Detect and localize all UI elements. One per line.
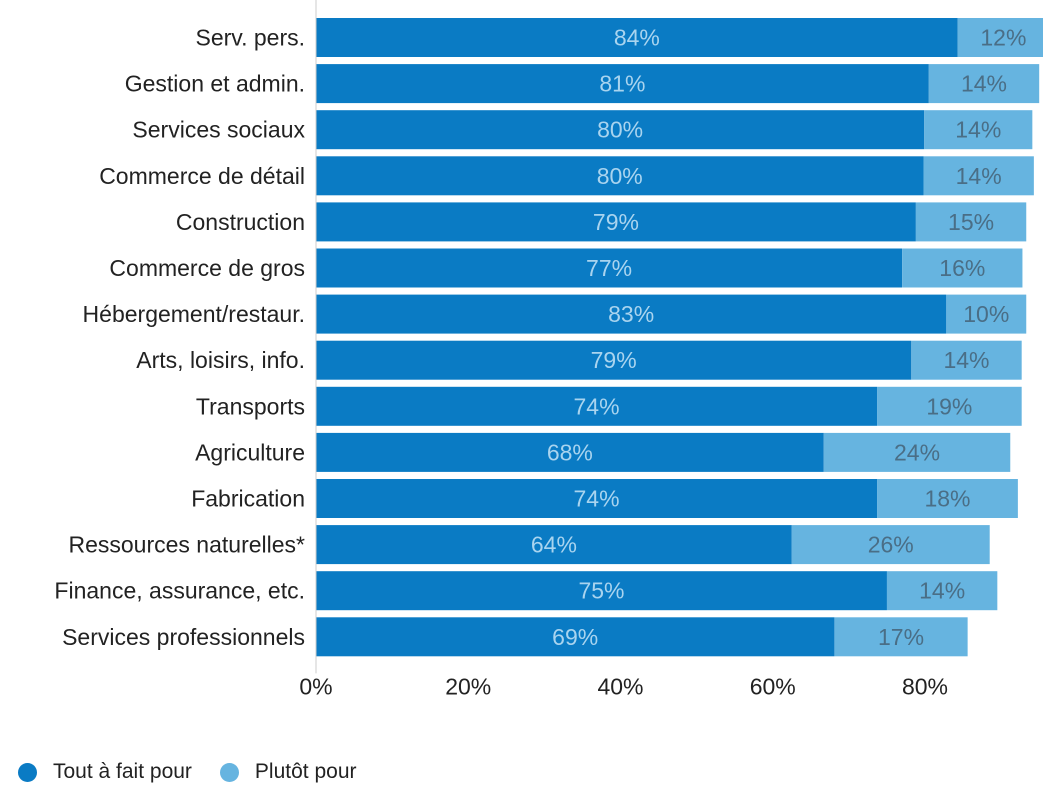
data-label-series-1: 74%	[573, 393, 619, 419]
bar-segment-series-2	[957, 18, 1043, 57]
bar-segment-series-2	[915, 202, 1027, 242]
data-label-series-1: 77%	[586, 255, 632, 281]
data-label-series-1: 84%	[614, 25, 660, 51]
bar-segment-series-1	[316, 340, 912, 380]
data-label-series-2: 15%	[948, 209, 994, 235]
bar-segment-series-1	[316, 617, 835, 657]
category-label: Agriculture	[195, 439, 305, 465]
data-label-series-2: 10%	[963, 301, 1009, 327]
bar-segment-series-2	[923, 156, 1034, 196]
legend-label-series-2: Plutôt pour	[254, 760, 357, 783]
x-tick-label: 20%	[445, 673, 491, 699]
category-label: Commerce de gros	[109, 255, 305, 281]
category-label: Serv. pers.	[196, 25, 306, 51]
data-label-series-2: 12%	[980, 25, 1026, 51]
data-label-series-2: 17%	[878, 624, 924, 650]
bar-segment-series-1	[316, 248, 903, 288]
bar-segment-series-1	[316, 479, 878, 518]
bar-segment-series-2	[877, 479, 1018, 518]
category-label: Hébergement/restaur.	[83, 301, 305, 327]
legend-item-series-1[interactable]: Tout à fait pour	[18, 760, 192, 784]
category-label: Construction	[176, 209, 305, 235]
data-label-series-2: 18%	[924, 486, 970, 512]
stacked-bar-chart: 84% 12% 81% 14% 80% 14% 80% 14% 79% 15% 77% 16% 83% 1…	[54, 0, 1043, 699]
data-label-series-2: 14%	[943, 347, 989, 373]
category-label: Fabrication	[191, 486, 305, 512]
bar-segment-series-2	[823, 432, 1011, 472]
data-label-series-1: 80%	[597, 117, 643, 143]
bar-segment-series-1	[316, 202, 916, 242]
data-label-series-1: 75%	[578, 578, 624, 604]
bar-segment-series-1	[316, 386, 878, 426]
data-label-series-1: 79%	[593, 209, 639, 235]
data-label-series-2: 19%	[926, 393, 972, 419]
data-label-series-2: 14%	[919, 578, 965, 604]
x-tick-label: 60%	[750, 673, 796, 699]
bar-segment-series-2	[877, 386, 1022, 426]
bar-segment-series-1	[316, 294, 947, 334]
bar-segment-series-2	[902, 248, 1023, 288]
category-label: Transports	[196, 393, 305, 419]
data-label-series-2: 14%	[961, 71, 1007, 97]
x-tick-labels: 0% 20% 40% 60% 80%	[299, 673, 948, 699]
legend: Tout à fait pour Plutôt pour	[18, 760, 385, 784]
bar-segment-series-2	[911, 340, 1022, 380]
data-label-series-1: 68%	[547, 439, 593, 465]
bar-segment-series-2	[924, 110, 1033, 150]
x-tick-label: 80%	[902, 673, 948, 699]
bar-segment-series-2	[886, 571, 998, 611]
bar-segment-series-1	[316, 110, 925, 150]
bars-group: 84% 12% 81% 14% 80% 14% 80% 14% 79% 15% 77% 16% 83% 1…	[316, 18, 1043, 657]
data-label-series-1: 80%	[597, 163, 643, 189]
bar-segment-series-1	[316, 156, 924, 196]
category-label: Services sociaux	[132, 117, 305, 143]
bar-segment-series-2	[946, 294, 1027, 334]
legend-swatch-series-1	[18, 762, 37, 782]
data-label-series-2: 14%	[955, 117, 1001, 143]
category-label: Ressources naturelles*	[68, 532, 305, 558]
data-label-series-2: 24%	[894, 439, 940, 465]
x-tick-label: 0%	[299, 673, 332, 699]
category-label: Services professionnels	[62, 624, 305, 650]
legend-swatch-series-2	[219, 762, 239, 782]
data-label-series-2: 26%	[868, 532, 914, 558]
bar-segment-series-1	[316, 64, 929, 104]
data-label-series-1: 83%	[608, 301, 654, 327]
data-label-series-1: 69%	[552, 624, 598, 650]
category-labels: Serv. pers. Gestion et admin. Services soc…	[54, 25, 305, 650]
bar-segment-series-2	[928, 64, 1040, 104]
legend-item-series-2[interactable]: Plutôt pour	[219, 760, 357, 784]
x-tick-label: 40%	[597, 673, 643, 699]
category-label: Gestion et admin.	[125, 71, 305, 97]
legend-label-series-1: Tout à fait pour	[53, 760, 192, 783]
bar-segment-series-2	[791, 525, 990, 565]
bar-segment-series-1	[316, 432, 824, 472]
bar-segment-series-1	[316, 571, 887, 611]
data-label-series-1: 81%	[599, 71, 645, 97]
bar-segment-series-1	[316, 525, 792, 565]
category-label: Arts, loisirs, info.	[136, 347, 305, 373]
bar-segment-series-1	[316, 18, 958, 57]
data-label-series-1: 64%	[531, 532, 577, 558]
data-label-series-1: 74%	[573, 486, 619, 512]
data-label-series-2: 14%	[956, 163, 1002, 189]
data-label-series-2: 16%	[939, 255, 985, 281]
category-label: Finance, assurance, etc.	[54, 578, 305, 604]
category-label: Commerce de détail	[99, 163, 305, 189]
data-label-series-1: 79%	[591, 347, 637, 373]
bar-segment-series-2	[834, 617, 968, 657]
